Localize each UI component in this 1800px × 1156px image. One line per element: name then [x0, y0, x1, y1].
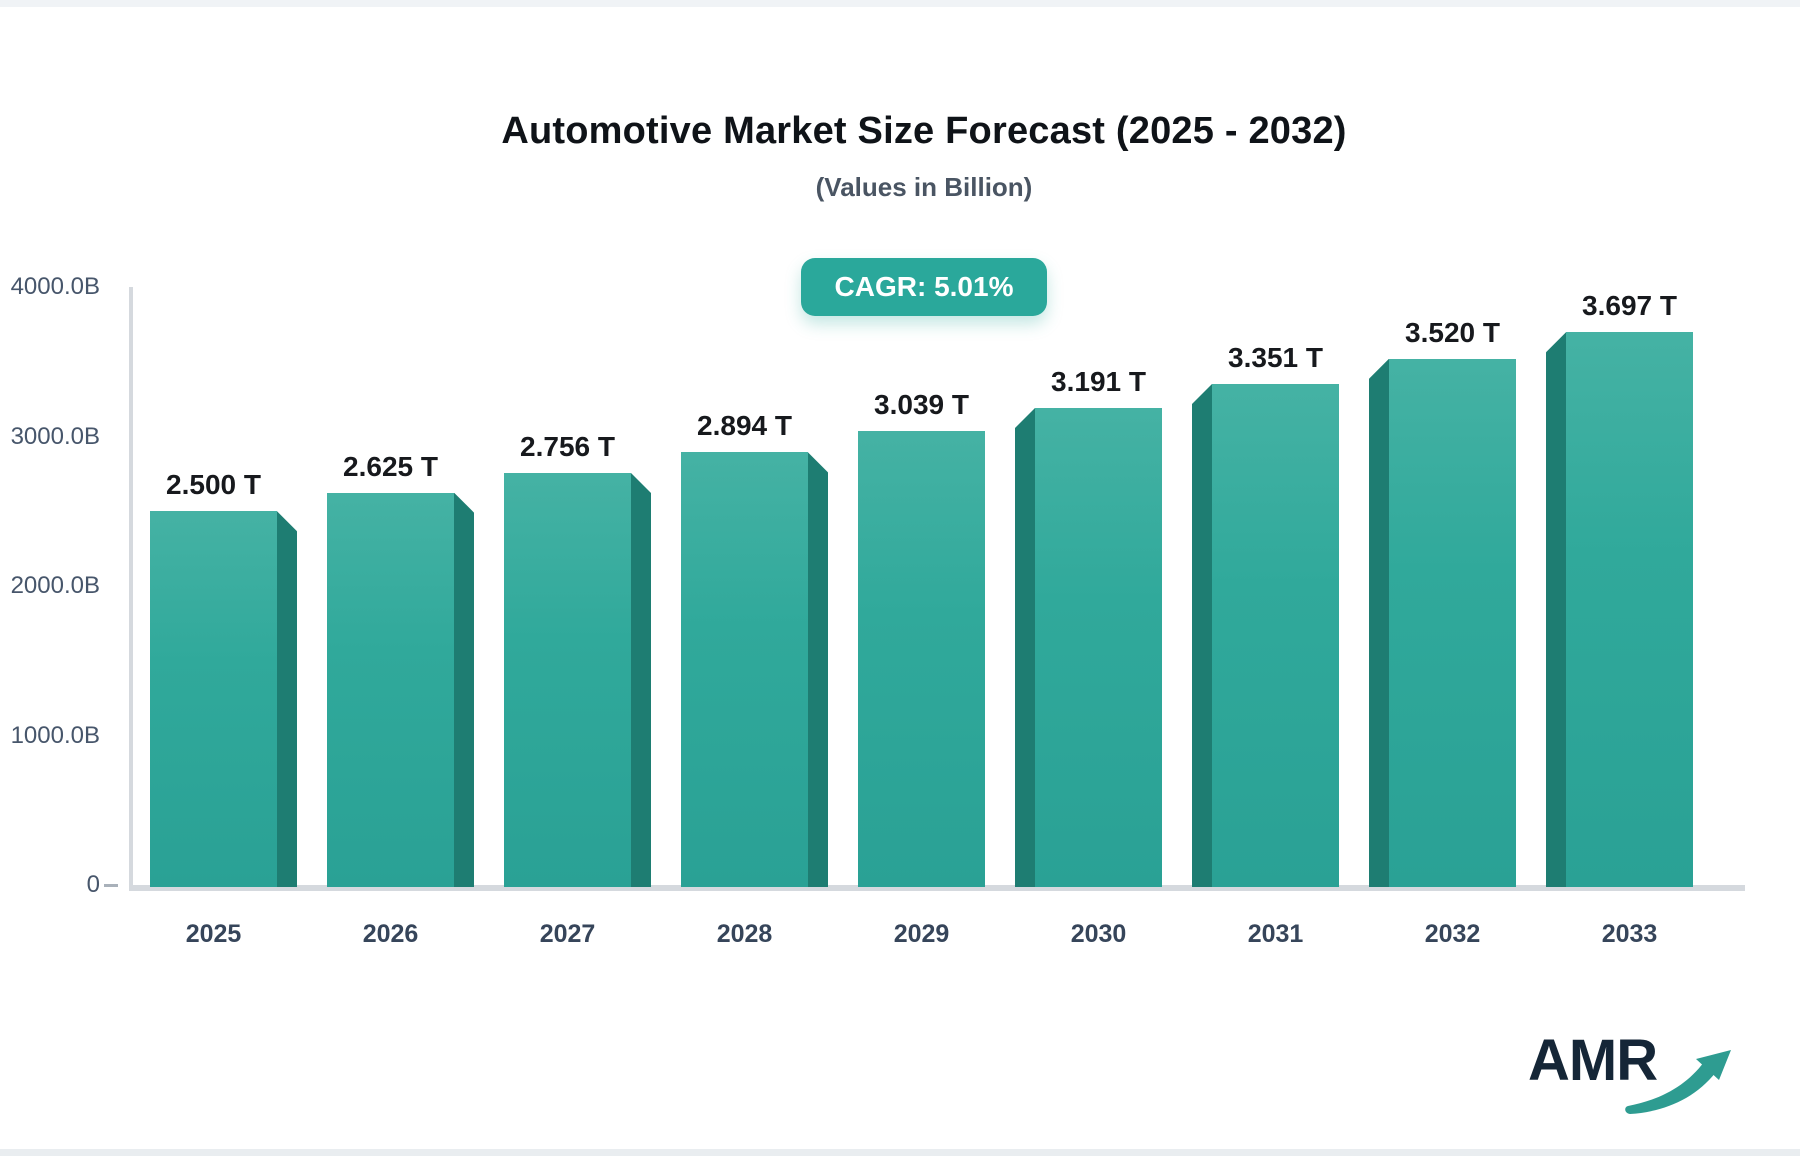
bar-2031: [1192, 384, 1339, 887]
bar-value-label: 2.894 T: [697, 410, 792, 442]
y-axis-tick-label: 3000.0B: [10, 422, 100, 450]
bar-value-label: 3.520 T: [1405, 316, 1500, 348]
bar-3d-side: [1369, 358, 1389, 887]
chart-subtitle: (Values in Billion): [815, 172, 1033, 202]
bar-value-label: 2.625 T: [343, 450, 438, 482]
bar-2030: [1015, 407, 1162, 887]
bar-value-label: 3.697 T: [1582, 290, 1677, 322]
cagr-badge-row: CAGR: 5.01%: [48, 258, 1800, 316]
y-axis-tick-label: 2000.0B: [10, 572, 100, 599]
bar-2032: [1369, 358, 1516, 887]
x-axis-category-label: 2029: [893, 920, 950, 948]
amr-logo: AMR: [1528, 1032, 1768, 1122]
bar-3d-side: [808, 452, 828, 887]
bar-2027: [504, 472, 651, 887]
y-axis-tick-label: 4000.0B: [10, 273, 100, 300]
bar-2033: [1546, 332, 1693, 887]
bar-face: [858, 430, 985, 887]
x-axis-category-label: 2028: [716, 920, 773, 948]
cagr-badge: CAGR: 5.01%: [800, 258, 1048, 316]
bar-2028: [681, 452, 828, 887]
x-axis-category-label: 2025: [185, 920, 242, 948]
y-axis-tick-label: 1000.0B: [10, 721, 100, 749]
bar-face: [681, 452, 808, 887]
bar-2025: [150, 511, 297, 887]
bar-value-label: 2.500 T: [166, 469, 261, 501]
bar-value-label: 3.191 T: [1051, 365, 1146, 397]
bar-3d-side: [1546, 332, 1566, 887]
zero-tick-mark: [104, 884, 118, 887]
bar-face: [1566, 332, 1693, 887]
bar-3d-side: [1015, 407, 1035, 887]
bar-3d-side: [454, 492, 474, 887]
bar-3d-side: [631, 472, 651, 887]
bar-face: [327, 492, 454, 887]
x-axis-category-label: 2026: [362, 920, 419, 948]
x-axis-category-label: 2031: [1247, 920, 1304, 948]
bar-3d-side: [277, 511, 297, 887]
bar-face: [1389, 358, 1516, 887]
amr-logo-text: AMR: [1528, 1028, 1658, 1093]
x-axis-baseline: [129, 885, 1745, 891]
bar-value-label: 3.039 T: [874, 388, 969, 420]
bar-face: [1035, 407, 1162, 887]
bar-value-label: 2.756 T: [520, 430, 615, 462]
y-axis-line: [129, 287, 133, 891]
bar-3d-side: [1192, 384, 1212, 887]
bar-2029: [858, 430, 985, 887]
page-top-border: [0, 0, 1800, 7]
x-axis-category-label: 2032: [1424, 920, 1481, 948]
x-axis-category-label: 2033: [1601, 920, 1658, 948]
bar-face: [1212, 384, 1339, 887]
page-bottom-border: [0, 1149, 1800, 1156]
chart-title: Automotive Market Size Forecast (2025 - …: [501, 110, 1347, 152]
bar-face: [504, 472, 631, 887]
y-axis-tick-label: 0: [86, 871, 100, 898]
x-axis-category-label: 2030: [1070, 920, 1127, 948]
bar-value-label: 3.351 T: [1228, 342, 1323, 374]
growth-arrow-icon: [1625, 1050, 1731, 1114]
x-axis-category-label: 2027: [539, 920, 596, 948]
bar-face: [150, 511, 277, 887]
bar-2026: [327, 492, 474, 887]
